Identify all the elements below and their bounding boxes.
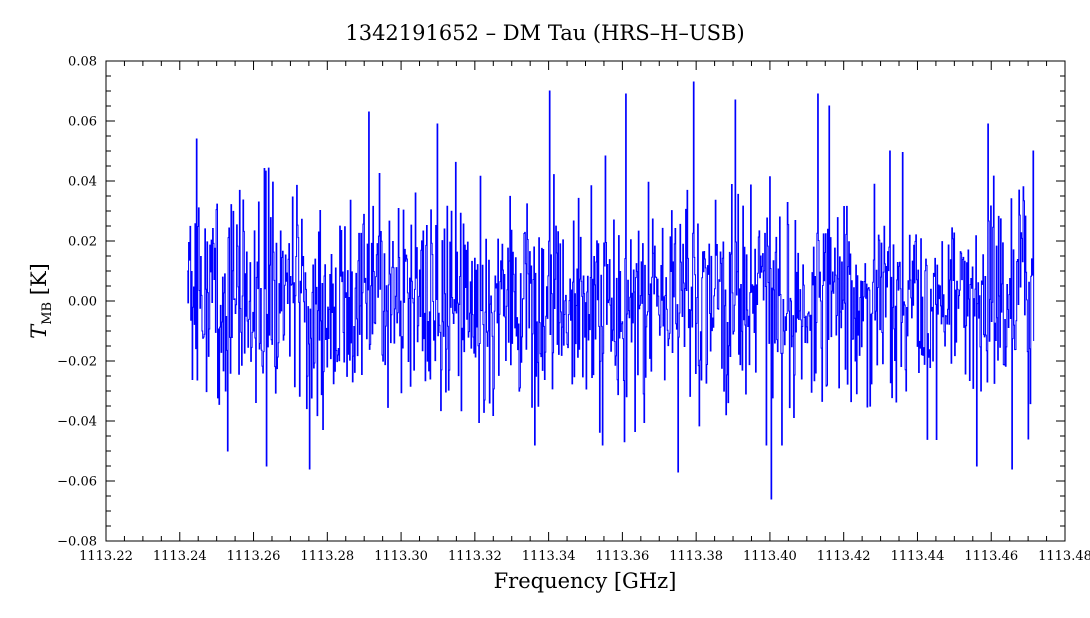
x-tick-label: 1113.42 xyxy=(817,549,871,564)
y-tick-label: 0.08 xyxy=(68,55,97,70)
y-tick-label: −0.08 xyxy=(57,535,97,550)
x-tick-label: 1113.46 xyxy=(964,549,1018,564)
x-axis: 1113.22 1113.24 1113.26 1113.28 1113.30 1113.… xyxy=(79,61,1090,564)
x-tick-label: 1113.40 xyxy=(743,549,797,564)
y-tick-label: 0.00 xyxy=(68,295,97,310)
x-tick-label: 1113.24 xyxy=(153,549,207,564)
y-axis-label: TMB [K] xyxy=(27,263,55,339)
x-axis-label: Frequency [GHz] xyxy=(494,569,677,593)
x-tick-label: 1113.36 xyxy=(596,549,650,564)
x-tick-label: 1113.26 xyxy=(227,549,281,564)
x-tick-label: 1113.22 xyxy=(79,549,133,564)
y-tick-label: 0.02 xyxy=(68,235,97,250)
x-tick-label: 1113.38 xyxy=(669,549,723,564)
y-tick-label: −0.06 xyxy=(57,475,97,490)
y-axis-label-unit: [K] xyxy=(27,263,51,302)
y-tick-label: −0.02 xyxy=(57,355,97,370)
x-tick-label: 1113.34 xyxy=(522,549,576,564)
y-tick-label: −0.04 xyxy=(57,415,97,430)
x-tick-label: 1113.28 xyxy=(300,549,354,564)
y-axis-label-subscript: MB xyxy=(40,302,55,325)
y-tick-label: 0.06 xyxy=(68,115,97,130)
y-axis-label-main: T xyxy=(27,323,51,339)
x-tick-label: 1113.30 xyxy=(374,549,428,564)
x-tick-label: 1113.48 xyxy=(1038,549,1090,564)
y-axis: −0.08 −0.06 −0.04 −0.02 0.00 0.02 0.04 0.06 0.08 xyxy=(57,55,1065,550)
x-tick-label: 1113.32 xyxy=(448,549,502,564)
chart-title: 1342191652 – DM Tau (HRS–H–USB) xyxy=(345,21,744,45)
x-tick-label: 1113.44 xyxy=(891,549,945,564)
spectrum-line xyxy=(187,81,1035,500)
y-tick-label: 0.04 xyxy=(68,175,97,190)
plot-area xyxy=(187,81,1035,500)
